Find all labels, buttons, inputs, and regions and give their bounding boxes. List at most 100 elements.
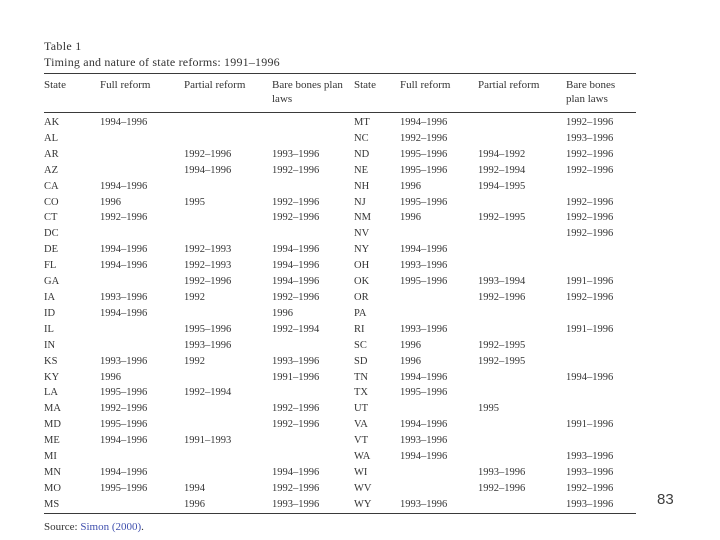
year-range-cell: 1993–1996 bbox=[566, 466, 614, 478]
year-range-cell bbox=[478, 195, 566, 211]
year-range-cell bbox=[400, 481, 478, 497]
year-range-cell bbox=[566, 354, 636, 370]
year-range-cell: 1992–1996 bbox=[566, 196, 614, 208]
state-cell: WY bbox=[354, 498, 372, 510]
year-range-cell: 1992–1996 bbox=[100, 403, 148, 415]
year-range-cell: 1992–1996 bbox=[272, 419, 320, 431]
state-reforms-table: State Full reform Partial reform Bare bo… bbox=[44, 73, 636, 514]
year-range-cell: 1995–1996 bbox=[400, 387, 448, 399]
year-range-cell bbox=[272, 131, 354, 147]
col-header-bare-bones: Bare bones plan laws bbox=[272, 73, 354, 113]
table-row: AZ 1994–1996 1992–1996 NE 1995–1996 1992–1994… bbox=[44, 163, 636, 179]
table-row: CA 1994–1996 NH 1996 1994–1995 bbox=[44, 179, 636, 195]
year-range-cell: 1993–1996 bbox=[100, 355, 148, 367]
year-range-cell bbox=[566, 401, 636, 417]
year-range-cell bbox=[184, 210, 272, 226]
source-suffix: . bbox=[141, 520, 144, 533]
state-cell: NJ bbox=[354, 196, 366, 208]
state-cell: WV bbox=[354, 482, 372, 494]
year-range-cell: 1994–1996 bbox=[100, 260, 148, 272]
table-row: MI WA 1994–1996 1993–1996 bbox=[44, 449, 636, 465]
year-range-cell: 1994–1996 bbox=[272, 466, 320, 478]
year-range-cell: 1994–1996 bbox=[272, 260, 320, 272]
year-range-cell bbox=[100, 338, 184, 354]
table-caption: Timing and nature of state reforms: 1991… bbox=[44, 55, 280, 69]
header-row: State Full reform Partial reform Bare bo… bbox=[44, 73, 636, 113]
year-range-cell: 1992–1994 bbox=[272, 323, 320, 335]
table-row: AK 1994–1996 MT 1994–1996 1992–1996 bbox=[44, 113, 636, 131]
year-range-cell: 1992–1996 bbox=[400, 132, 448, 144]
table-row: CO 1996 1995 1992–1996 NJ 1995–1996 1992–1996 bbox=[44, 195, 636, 211]
state-cell: MN bbox=[44, 466, 61, 478]
year-range-cell: 1992–1996 bbox=[478, 482, 526, 494]
year-range-cell: 1996 bbox=[100, 371, 121, 383]
col-header-partial-reform: Partial reform bbox=[478, 73, 566, 113]
state-cell: ME bbox=[44, 435, 60, 447]
year-range-cell bbox=[100, 497, 184, 513]
state-cell: VT bbox=[354, 435, 368, 447]
year-range-cell bbox=[100, 163, 184, 179]
state-cell: ID bbox=[44, 307, 56, 319]
state-cell: NY bbox=[354, 244, 370, 256]
year-range-cell bbox=[478, 131, 566, 147]
table-row: IA 1993–1996 1992 1992–1996 OR 1992–1996 1992–… bbox=[44, 290, 636, 306]
year-range-cell: 1992–1996 bbox=[566, 228, 614, 240]
year-range-cell bbox=[100, 226, 184, 242]
state-cell: NH bbox=[354, 180, 370, 192]
year-range-cell bbox=[272, 385, 354, 401]
year-range-cell bbox=[566, 433, 636, 449]
year-range-cell: 1993–1996 bbox=[400, 323, 448, 335]
year-range-cell bbox=[478, 370, 566, 386]
col-header-partial-reform: Partial reform bbox=[184, 73, 272, 113]
state-cell: IA bbox=[44, 291, 56, 303]
state-cell: TN bbox=[354, 371, 368, 383]
state-cell: SC bbox=[354, 339, 367, 351]
year-range-cell bbox=[184, 370, 272, 386]
year-range-cell bbox=[400, 290, 478, 306]
state-cell: NM bbox=[354, 212, 371, 224]
year-range-cell: 1994–1996 bbox=[400, 451, 448, 463]
year-range-cell: 1992–1996 bbox=[566, 164, 614, 176]
year-range-cell bbox=[272, 113, 354, 131]
source-note: Source: Simon (2000). bbox=[44, 514, 636, 534]
year-range-cell bbox=[184, 226, 272, 242]
year-range-cell: 1992–1993 bbox=[184, 244, 232, 256]
table-row: DE 1994–1996 1992–1993 1994–1996 NY 1994–1996 bbox=[44, 242, 636, 258]
year-range-cell: 1992–1996 bbox=[272, 403, 320, 415]
year-range-cell bbox=[478, 226, 566, 242]
state-cell: MS bbox=[44, 498, 60, 510]
state-cell: DE bbox=[44, 244, 58, 256]
state-cell: NV bbox=[354, 228, 370, 240]
table-header: State Full reform Partial reform Bare bo… bbox=[44, 73, 636, 113]
year-range-cell bbox=[184, 465, 272, 481]
state-cell: MD bbox=[44, 419, 61, 431]
year-range-cell: 1994–1996 bbox=[272, 276, 320, 288]
year-range-cell bbox=[100, 449, 184, 465]
table-row: KS 1993–1996 1992 1993–1996 SD 1996 1992–1995 bbox=[44, 354, 636, 370]
year-range-cell: 1994–1996 bbox=[400, 117, 448, 128]
table-row: ID 1994–1996 1996 PA bbox=[44, 306, 636, 322]
year-range-cell bbox=[566, 306, 636, 322]
year-range-cell: 1991–1996 bbox=[566, 419, 614, 431]
year-range-cell: 1992 bbox=[184, 291, 205, 303]
year-range-cell bbox=[184, 179, 272, 195]
state-cell: AL bbox=[44, 132, 58, 144]
source-prefix: Source: bbox=[44, 520, 81, 533]
state-cell: IL bbox=[44, 323, 54, 335]
state-cell: MA bbox=[44, 403, 61, 415]
year-range-cell: 1992–1996 bbox=[184, 276, 232, 288]
year-range-cell: 1994 bbox=[184, 482, 205, 494]
year-range-cell: 1991–1996 bbox=[272, 371, 320, 383]
source-citation-link[interactable]: Simon (2000) bbox=[80, 520, 142, 533]
year-range-cell: 1992–1994 bbox=[184, 387, 232, 399]
year-range-cell bbox=[478, 322, 566, 338]
state-cell: DC bbox=[44, 228, 59, 240]
year-range-cell: 1995–1996 bbox=[400, 196, 448, 208]
state-cell: CT bbox=[44, 212, 58, 224]
year-range-cell: 1991–1993 bbox=[184, 435, 232, 447]
year-range-cell: 1993–1996 bbox=[272, 498, 320, 510]
state-cell: OK bbox=[354, 276, 370, 288]
state-cell: IN bbox=[44, 339, 56, 351]
year-range-cell: 1993–1996 bbox=[100, 291, 148, 303]
year-range-cell: 1996 bbox=[400, 339, 421, 351]
